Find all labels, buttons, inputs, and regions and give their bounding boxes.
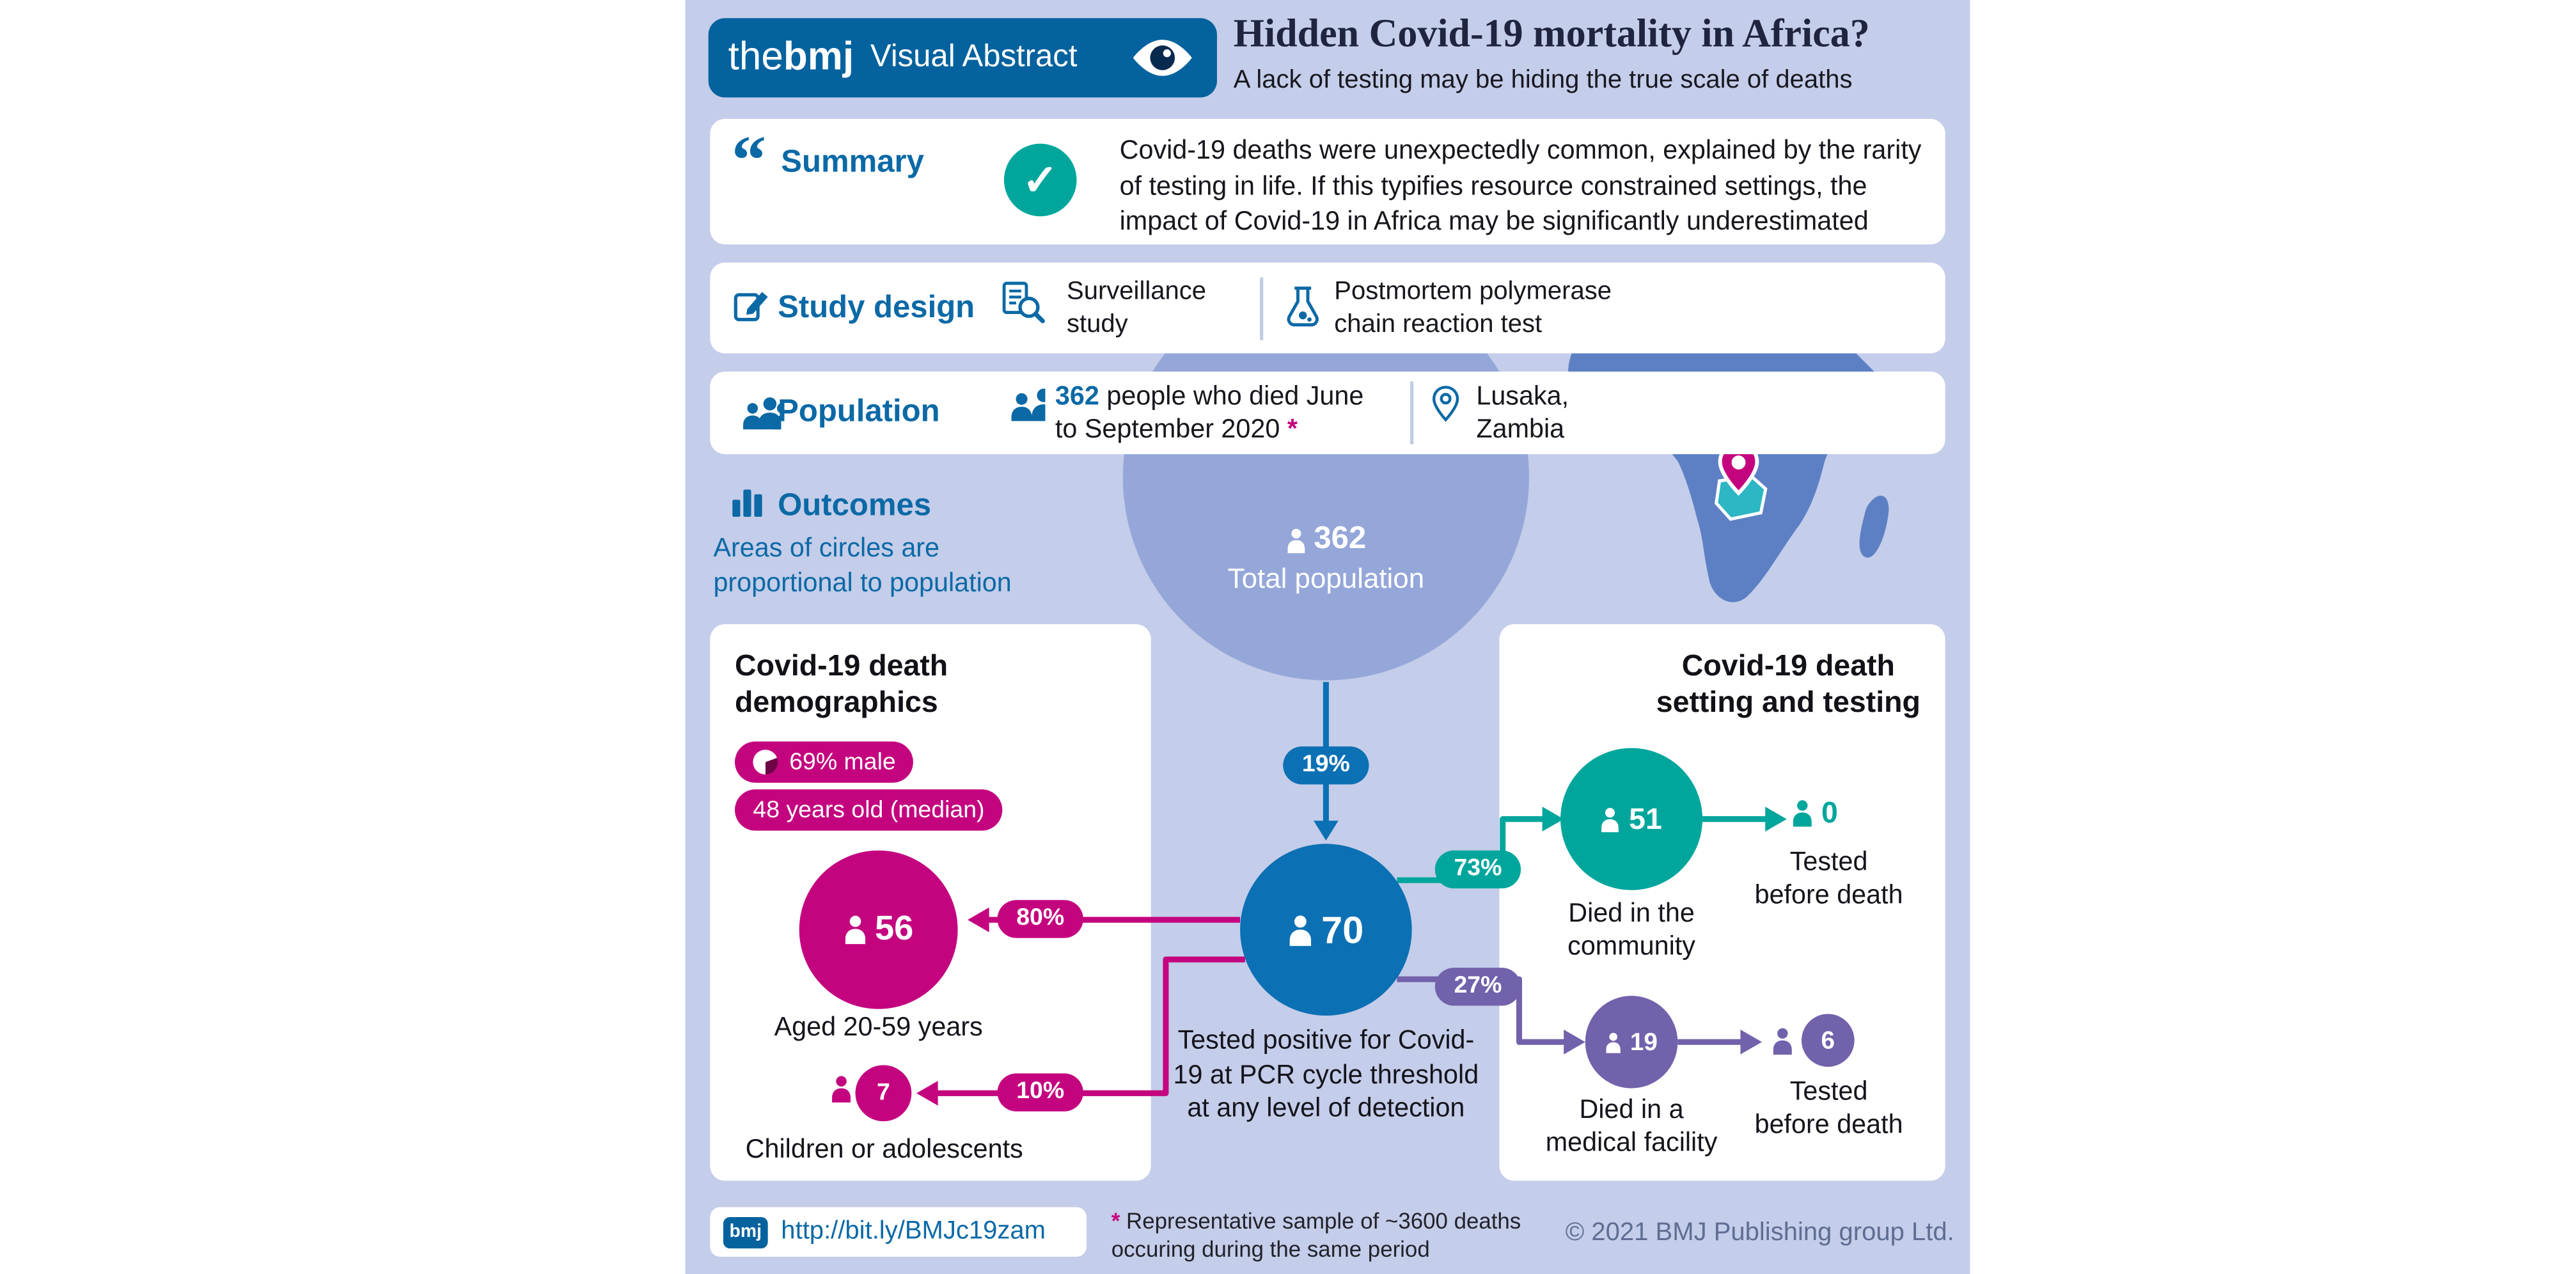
pin-center — [1731, 455, 1746, 470]
facility-circle: 19 — [1585, 995, 1678, 1089]
study-design-label: Study design — [778, 290, 975, 326]
population-icon — [732, 397, 781, 430]
community-label: Died in the community — [1567, 900, 1695, 961]
positive-count: 70 — [1321, 907, 1364, 950]
positive-circle: 70 — [1240, 844, 1412, 1016]
facility-tested-count: 6 — [1821, 1026, 1835, 1055]
summary-card: “ Summary ✓ Covid-19 deaths were unexpec… — [710, 118, 1945, 245]
age-badge-label: 48 years old (median) — [753, 796, 985, 824]
community-count: 51 — [1629, 801, 1662, 835]
pct-19-pill: 19% — [1283, 746, 1369, 785]
facility-tested-circle: 6 — [1802, 1014, 1855, 1067]
demographics-title: Covid-19 death demographics — [735, 649, 948, 719]
outcomes-note: Areas of circles are proportional to pop… — [713, 535, 1012, 598]
link-url[interactable]: http://bit.ly/BMJc19zam — [781, 1216, 1046, 1245]
person-icon — [844, 915, 867, 944]
pct-10-pill: 10% — [997, 1073, 1083, 1112]
person-icon — [1285, 528, 1305, 553]
population-card: Population 362 people who died June to S… — [710, 371, 1945, 455]
summary-text: Covid-19 deaths were unexpectedly common… — [1119, 137, 1922, 237]
population-asterisk: * — [1287, 416, 1298, 444]
study-design-icon — [734, 292, 768, 322]
male-badge: 69% male — [735, 741, 915, 783]
outcomes-icon — [732, 489, 762, 517]
setting-title: Covid-19 death setting and testing — [1656, 649, 1920, 719]
population-label: Population — [778, 395, 940, 430]
page-title: Hidden Covid-19 mortality in Africa? — [1233, 13, 1870, 56]
summary-label: Summary — [781, 145, 924, 180]
person-icon — [1289, 914, 1314, 945]
facility-tested-group: 6 — [1772, 1014, 1855, 1067]
children-count: 7 — [876, 1080, 890, 1106]
link-pill[interactable]: bmj http://bit.ly/BMJc19zam — [710, 1207, 1087, 1257]
people-pair-icon — [1002, 388, 1045, 421]
brand-the: the — [728, 35, 783, 79]
population-description: people who died June to September 2020 — [1055, 383, 1364, 444]
facility-label: Died in a medical facility — [1545, 1096, 1718, 1158]
bmj-brand-box: the bmj Visual Abstract — [708, 18, 1217, 98]
person-icon — [1605, 1031, 1622, 1053]
population-location: Lusaka, Zambia — [1476, 383, 1569, 444]
pct-27-pill: 27% — [1434, 968, 1521, 1006]
pcr-test-icon — [1287, 287, 1319, 327]
pct-73-pill: 73% — [1434, 850, 1521, 889]
brand-label: Visual Abstract — [870, 39, 1078, 75]
page-subtitle: A lack of testing may be hiding the true… — [1233, 66, 1853, 95]
bmj-eye-icon — [1133, 40, 1192, 76]
person-icon — [831, 1075, 852, 1103]
person-icon — [1601, 806, 1621, 831]
male-badge-label: 69% male — [789, 748, 896, 776]
facility-tested-label: Tested before death — [1754, 1078, 1903, 1140]
total-count: 362 — [1314, 521, 1367, 557]
community-tested-label: Tested before death — [1754, 849, 1903, 910]
madagascar — [1859, 495, 1889, 558]
quote-icon: “ — [731, 123, 767, 200]
facility-count: 19 — [1630, 1028, 1658, 1057]
community-circle: 51 — [1560, 748, 1703, 890]
study-method-2: Postmortem polymerase chain reaction tes… — [1334, 277, 1612, 338]
copyright: © 2021 BMJ Publishing group Ltd. — [1565, 1218, 1954, 1247]
check-badge: ✓ — [1003, 143, 1077, 217]
adults-count: 56 — [875, 909, 914, 948]
person-icon — [1792, 799, 1814, 828]
location-pin-icon — [1432, 386, 1459, 422]
pct-80-pill: 80% — [997, 900, 1083, 938]
visual-abstract: 362 Total population the bmj Visual Abstr… — [685, 0, 1970, 1274]
footnote-asterisk: * — [1111, 1209, 1120, 1234]
community-tested-group: 0 — [1792, 796, 1838, 831]
footnote: * Representative sample of ~3600 deaths … — [1111, 1207, 1532, 1263]
divider — [1260, 277, 1264, 340]
positive-label: Tested positive for Covid-19 at PCR cycl… — [1173, 1027, 1479, 1123]
population-count: 362 — [1055, 383, 1099, 411]
age-badge: 48 years old (median) — [735, 789, 1003, 831]
divider — [1410, 381, 1414, 444]
total-label: Total population — [1227, 563, 1425, 595]
children-label: Children or adolescents — [745, 1136, 1023, 1165]
footnote-text: Representative sample of ~3600 deaths oc… — [1111, 1209, 1521, 1262]
children-circle: 7 — [855, 1065, 912, 1122]
check-icon: ✓ — [1022, 154, 1058, 204]
setting-card: Covid-19 death setting and testing — [1499, 624, 1945, 1181]
bmj-logo-small: bmj — [723, 1216, 768, 1248]
study-method-1: Surveillance study — [1067, 277, 1207, 338]
surveillance-icon — [1002, 281, 1045, 324]
brand-bmj: bmj — [783, 35, 854, 79]
person-icon — [1772, 1026, 1794, 1055]
community-tested-count: 0 — [1821, 796, 1838, 830]
population-text: 362 people who died June to September 20… — [1055, 381, 1378, 447]
study-design-card: Study design Surveillance study Postmort… — [710, 262, 1945, 354]
male-pie-icon — [753, 750, 778, 775]
outcomes-label: Outcomes — [778, 489, 932, 524]
adults-label: Aged 20-59 years — [774, 1014, 983, 1042]
adults-circle: 56 — [799, 850, 958, 1009]
